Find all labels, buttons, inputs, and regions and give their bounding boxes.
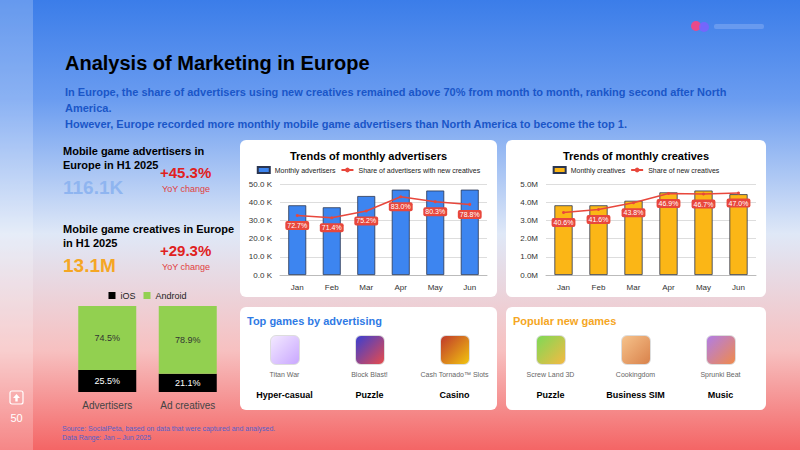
svg-text:3.0M: 3.0M	[520, 216, 538, 225]
html-text:Business SIM: Business SIM	[606, 390, 665, 400]
svg-text:4.0M: 4.0M	[520, 198, 538, 207]
svg-text:46.9%: 46.9%	[659, 200, 679, 207]
svg-text:5.0M: 5.0M	[520, 180, 538, 189]
html-text:Popular new games: Popular new games	[513, 315, 617, 327]
svg-text:10.0 K: 10.0 K	[249, 252, 273, 261]
svg-text:75.2%: 75.2%	[356, 217, 376, 224]
svg-text:Advertisers: Advertisers	[82, 400, 132, 411]
html-text:YoY change: YoY change	[162, 262, 211, 272]
svg-text:Jun: Jun	[463, 283, 476, 292]
html-text:Casino: Casino	[439, 390, 470, 400]
svg-text:Feb: Feb	[592, 283, 606, 292]
svg-text:78.9%: 78.9%	[175, 335, 201, 345]
svg-text:Feb: Feb	[325, 283, 339, 292]
html-text:Mobile game advertisers in Eur: Mobile game advertisers in Europe in H1 …	[63, 145, 205, 171]
html-text:Data Range: Jan – Jun 2025: Data Range: Jan – Jun 2025	[62, 434, 152, 441]
svg-text:83.0%: 83.0%	[391, 203, 411, 210]
svg-text:0.0M: 0.0M	[520, 271, 538, 280]
svg-text:1.0M: 1.0M	[520, 252, 538, 261]
svg-text:20.0 K: 20.0 K	[249, 234, 273, 243]
html-text:Puzzle: Puzzle	[355, 390, 384, 400]
svg-text:Mar: Mar	[627, 283, 641, 292]
svg-text:Jun: Jun	[732, 283, 745, 292]
svg-text:50.0 K: 50.0 K	[249, 180, 273, 189]
svg-text:0.0 K: 0.0 K	[253, 271, 272, 280]
svg-text:Trends of monthly advertisers: Trends of monthly advertisers	[290, 150, 447, 162]
html-text:13.1M: 13.1M	[63, 255, 116, 276]
svg-text:Android: Android	[155, 291, 186, 301]
svg-text:Monthly creatives: Monthly creatives	[571, 167, 626, 175]
svg-text:Mar: Mar	[359, 283, 373, 292]
svg-text:iOS: iOS	[120, 291, 135, 301]
svg-text:80.3%: 80.3%	[425, 208, 445, 215]
svg-text:40.6%: 40.6%	[554, 219, 574, 226]
svg-text:41.6%: 41.6%	[589, 216, 609, 223]
svg-text:40.0 K: 40.0 K	[249, 198, 273, 207]
svg-text:46.7%: 46.7%	[694, 201, 714, 208]
svg-text:47.0%: 47.0%	[729, 200, 749, 207]
svg-text:Trends of monthly creatives: Trends of monthly creatives	[563, 150, 709, 162]
html-text:YoY change: YoY change	[162, 184, 211, 194]
html-text:Sprunki Beat: Sprunki Beat	[700, 371, 741, 378]
html-text:Hyper-casual: Hyper-casual	[256, 390, 313, 400]
html-text:Mobile game creatives in Europ: Mobile game creatives in Europe in H1 20…	[63, 223, 235, 249]
html-text:In Europe, the share of advert: In Europe, the share of advertisers usin…	[65, 86, 727, 114]
svg-text:May: May	[696, 283, 711, 292]
svg-text:Jan: Jan	[557, 283, 570, 292]
svg-text:43.8%: 43.8%	[624, 209, 644, 216]
html-text:Titan War: Titan War	[269, 371, 300, 378]
svg-text:21.1%: 21.1%	[175, 378, 201, 388]
html-text:Screw Land 3D: Screw Land 3D	[526, 371, 575, 378]
html-text:Analysis of Marketing in Europ: Analysis of Marketing in Europe	[65, 52, 370, 74]
svg-text:Apr: Apr	[395, 283, 408, 292]
html-text:Cash Tornado™ Slots: Cash Tornado™ Slots	[420, 371, 489, 378]
svg-text:2.0M: 2.0M	[520, 234, 538, 243]
svg-text:25.5%: 25.5%	[94, 376, 120, 386]
html-text:+45.3%: +45.3%	[160, 164, 212, 181]
svg-text:74.5%: 74.5%	[94, 333, 120, 343]
svg-text:May: May	[428, 283, 443, 292]
svg-text:Ad creatives: Ad creatives	[160, 400, 215, 411]
svg-text:Apr: Apr	[662, 283, 675, 292]
html-text:+29.3%: +29.3%	[160, 242, 212, 259]
html-text:Music: Music	[707, 390, 734, 400]
svg-text:78.8%: 78.8%	[460, 211, 480, 218]
html-text:Puzzle: Puzzle	[536, 390, 565, 400]
html-text:Block Blast!: Block Blast!	[351, 371, 388, 378]
svg-text:Share of advertisers with new: Share of advertisers with new creatives	[358, 167, 480, 174]
html-text:116.1K: 116.1K	[63, 177, 124, 198]
svg-text:71.4%: 71.4%	[322, 224, 342, 231]
html-text:Top games by advertising: Top games by advertising	[247, 315, 382, 327]
html-text:50: 50	[10, 412, 23, 424]
html-text:Cookingdom: Cookingdom	[615, 371, 656, 378]
svg-text:Jan: Jan	[291, 283, 304, 292]
svg-text:Share of new creatives: Share of new creatives	[648, 167, 720, 174]
svg-text:72.7%: 72.7%	[287, 222, 307, 229]
html-text:However, Europe recorded more: However, Europe recorded more monthly mo…	[65, 118, 627, 130]
svg-text:30.0 K: 30.0 K	[249, 216, 273, 225]
svg-text:Monthly advertisers: Monthly advertisers	[275, 167, 336, 175]
html-text:Source: SocialPeta, based on d: Source: SocialPeta, based on data that w…	[62, 425, 276, 432]
